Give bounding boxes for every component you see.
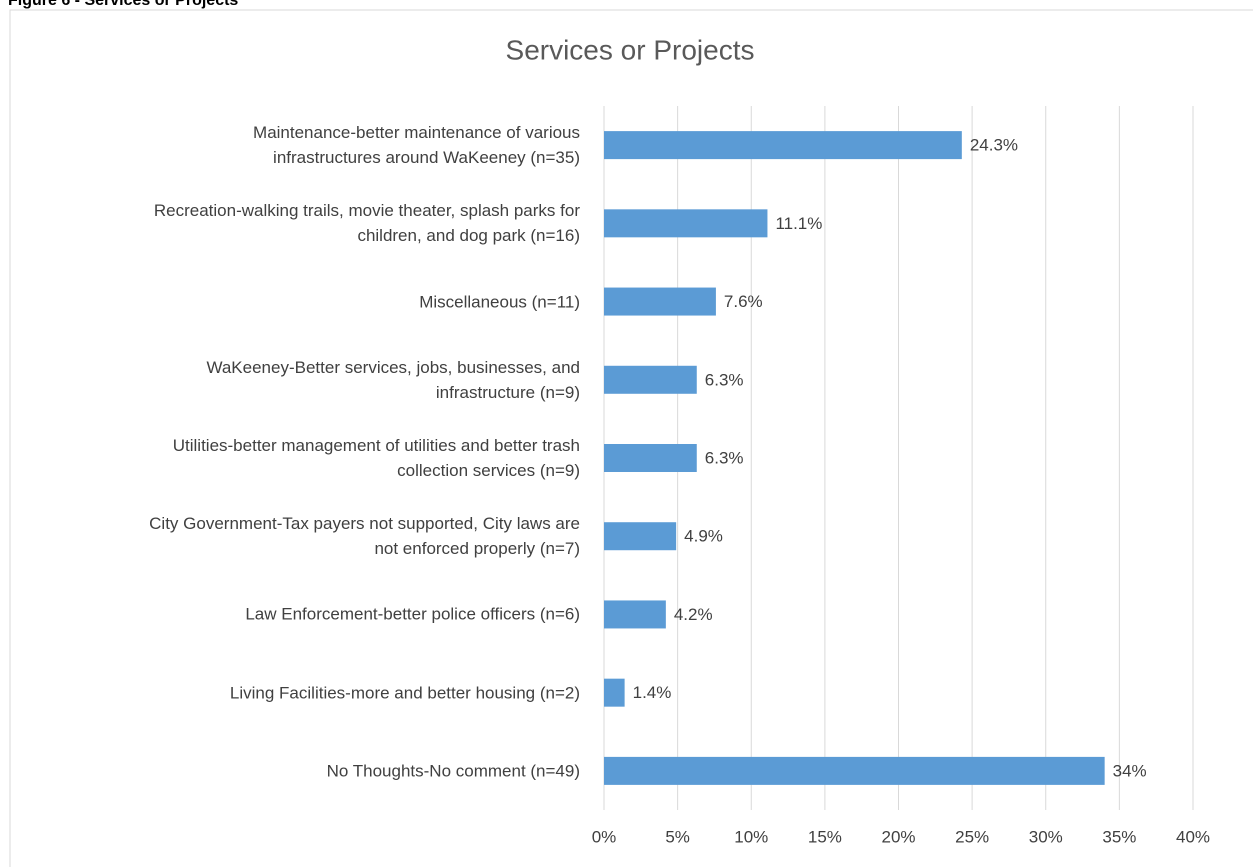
figure-caption: Figure 6 - Services or Projects — [8, 0, 239, 9]
bar — [604, 287, 716, 316]
bar — [604, 678, 625, 707]
y-tick-label: Maintenance-better maintenance of variou… — [253, 123, 580, 168]
x-tick-label: 40% — [1176, 827, 1210, 846]
x-tick-label: 5% — [665, 827, 690, 846]
value-label: 6.3% — [705, 370, 744, 389]
y-tick-label: WaKeeney-Better services, jobs, business… — [206, 357, 580, 402]
bar — [604, 209, 768, 238]
bar — [604, 522, 677, 551]
bar — [604, 131, 962, 160]
bar — [604, 756, 1105, 785]
y-tick-label: No Thoughts-No comment (n=49) — [326, 761, 580, 781]
value-label: 1.4% — [633, 683, 672, 702]
y-tick-label: Law Enforcement-better police officers (… — [245, 604, 580, 624]
x-tick-label: 20% — [881, 827, 915, 846]
x-tick-label: 35% — [1102, 827, 1136, 846]
y-tick-label: Miscellaneous (n=11) — [419, 292, 580, 312]
value-label: 4.9% — [684, 527, 723, 546]
value-label: 4.2% — [674, 605, 713, 624]
chart-title: Services or Projects — [506, 34, 755, 65]
value-label: 6.3% — [705, 448, 744, 467]
value-label: 11.1% — [775, 214, 822, 233]
value-label: 7.6% — [724, 292, 763, 311]
x-tick-label: 30% — [1029, 827, 1063, 846]
bar — [604, 365, 697, 394]
x-tick-label: 10% — [734, 827, 768, 846]
y-tick-label: Living Facilities-more and better housin… — [229, 683, 580, 703]
y-tick-label: Recreation-walking trails, movie theater… — [153, 201, 580, 246]
value-label: 34% — [1113, 761, 1147, 780]
x-tick-label: 0% — [592, 827, 617, 846]
bar — [604, 444, 697, 472]
bar — [604, 600, 666, 629]
x-tick-label: 15% — [808, 827, 842, 846]
x-tick-label: 25% — [955, 827, 989, 846]
value-label: 24.3% — [970, 136, 1018, 155]
y-tick-label: City Government-Tax payers not supported… — [149, 514, 580, 559]
y-tick-label: Utilities-better management of utilities… — [172, 436, 580, 480]
